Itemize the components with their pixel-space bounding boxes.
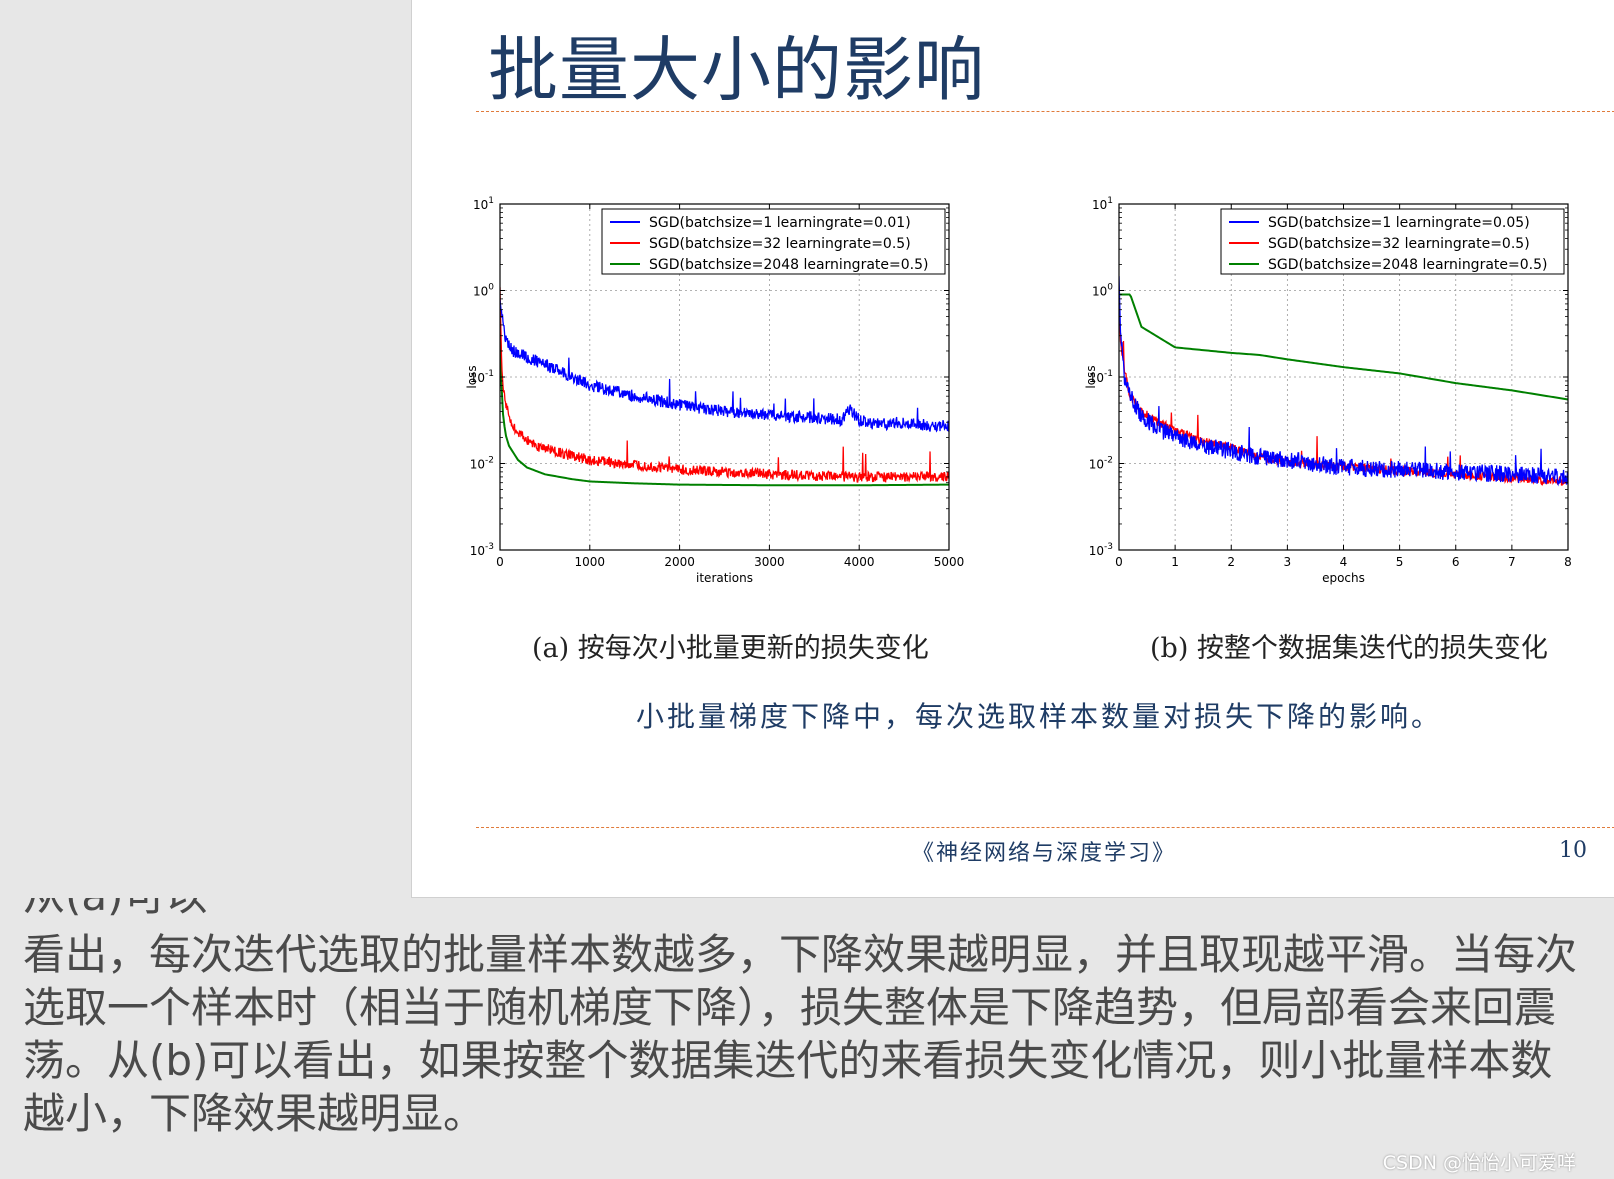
y-tick-label: 10-3 [470, 542, 494, 558]
y-tick-label: 10-1 [470, 369, 494, 385]
series-line-0 [500, 299, 949, 433]
y-tick-label: 10-2 [1089, 456, 1113, 472]
description-text: 看出，每次迭代选取的批量样本数越多，下降效果越明显，并且取现越平滑。当每次选取一… [23, 930, 1578, 1138]
legend-label: SGD(batchsize=32 learningrate=0.5) [1268, 236, 1530, 252]
x-tick-label: 5000 [934, 555, 965, 569]
description-clipped-line: 从(a)可以 [23, 898, 208, 924]
legend-box [1220, 208, 1565, 275]
slide: 批量大小的影响 0 1000 2000 3000 4000 5000 101 100 10-1 1… [411, 0, 1614, 898]
y-tick-label: 101 [1092, 196, 1113, 212]
y-tick-label: 100 [1092, 283, 1113, 299]
x-tick-label: 5 [1396, 555, 1404, 569]
x-tick-label: 4000 [844, 555, 875, 569]
x-tick-label: 2 [1227, 555, 1235, 569]
chart-b: 0 1 2 3 4 5 6 7 8 101 100 10-1 10-2 10-3 epochs loss SGD… [1079, 195, 1609, 605]
legend-label: SGD(batchsize=2048 learningrate=0.5) [1268, 257, 1547, 273]
x-tick-label: 4 [1340, 555, 1348, 569]
y-tick-label: 10-2 [470, 456, 494, 472]
x-axis-label: epochs [1322, 571, 1365, 585]
chart-a-svg: 0 1000 2000 3000 4000 5000 101 100 10-1 10-2 10-3 i… [465, 196, 965, 585]
legend-label: SGD(batchsize=2048 learningrate=0.5) [649, 257, 928, 273]
x-tick-label: 0 [1115, 555, 1123, 569]
legend-box [601, 208, 946, 275]
series-line-2 [1119, 293, 1568, 401]
caption-a: (a) 按每次小批量更新的损失变化 [532, 633, 929, 664]
y-tick-label: 10-3 [1089, 542, 1113, 558]
legend-label: SGD(batchsize=1 learningrate=0.05) [1268, 215, 1530, 231]
figure-note: 小批量梯度下降中，每次选取样本数量对损失下降的影响。 [636, 700, 1443, 733]
slide-title: 批量大小的影响 [488, 29, 985, 111]
x-tick-label: 0 [496, 555, 504, 569]
x-tick-label: 6 [1452, 555, 1460, 569]
y-axis-label: loss [465, 365, 479, 388]
x-tick-label: 1000 [575, 555, 606, 569]
watermark: CSDN @怡怡小可爱咩 [1382, 1152, 1576, 1174]
y-tick-label: 100 [473, 283, 494, 299]
series-line-1 [500, 287, 949, 483]
caption-b: (b) 按整个数据集迭代的损失变化 [1150, 633, 1548, 664]
x-tick-label: 1 [1171, 555, 1179, 569]
chart-b-svg: 0 1 2 3 4 5 6 7 8 101 100 10-1 10-2 10-3 epochs loss SGD… [1084, 196, 1572, 585]
y-tick-label: 10-1 [1089, 369, 1113, 385]
y-tick-label: 101 [473, 196, 494, 212]
series-line-2 [500, 316, 949, 487]
footer-book-title: 《神经网络与深度学习》 [912, 841, 1177, 866]
x-tick-label: 3 [1284, 555, 1292, 569]
legend-label: SGD(batchsize=1 learningrate=0.01) [649, 215, 911, 231]
page-number: 10 [1559, 838, 1587, 863]
y-axis-label: loss [1084, 365, 1098, 388]
legend-label: SGD(batchsize=32 learningrate=0.5) [649, 236, 911, 252]
series-line-0 [1119, 276, 1568, 487]
description-panel: 从(a)可以 看出，每次迭代选取的批量样本数越多，下降效果越明显，并且取现越平滑… [0, 898, 1614, 1179]
x-tick-label: 8 [1564, 555, 1572, 569]
footer-divider [476, 827, 1614, 828]
chart-a: 0 1000 2000 3000 4000 5000 101 100 10-1 10-2 10-3 i… [460, 195, 990, 605]
x-tick-label: 2000 [664, 555, 695, 569]
x-tick-label: 3000 [754, 555, 785, 569]
x-axis-label: iterations [696, 571, 753, 585]
x-tick-label: 7 [1508, 555, 1516, 569]
title-divider [476, 111, 1614, 112]
